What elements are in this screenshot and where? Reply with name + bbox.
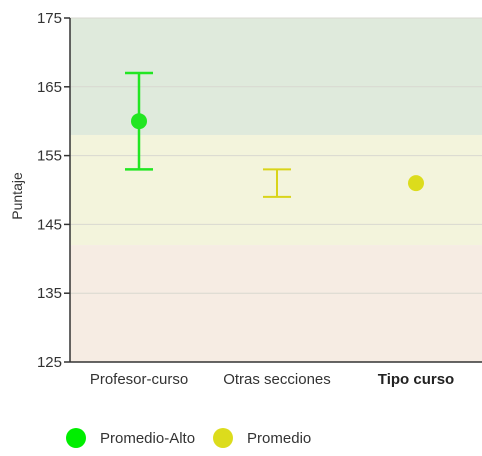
legend-label: Promedio <box>247 429 312 447</box>
y-tick-label: 135 <box>37 285 62 302</box>
y-axis-label: Puntaje <box>9 172 25 220</box>
x-tick-label-profesor-curso: Profesor-curso <box>90 371 188 388</box>
y-tick-label: 165 <box>37 79 62 96</box>
legend-dot-icon <box>213 428 234 448</box>
y-tick-label: 145 <box>37 216 62 233</box>
y-tick-label: 155 <box>37 148 62 165</box>
legend-item-promedio-alto[interactable]: Promedio-Alto <box>66 428 195 448</box>
legend-dot-icon <box>66 428 86 448</box>
data-point-2 <box>408 175 424 192</box>
band-2 <box>70 18 482 135</box>
x-axis-title: Tipo curso <box>378 371 454 388</box>
legend: Promedio-Alto Promedio <box>66 428 329 448</box>
legend-label: Promedio-Alto <box>100 429 196 447</box>
band-0 <box>70 245 482 362</box>
data-point-0 <box>131 113 147 130</box>
legend-item-promedio[interactable]: Promedio <box>213 428 311 448</box>
y-tick-label: 175 <box>37 10 62 27</box>
chart: 125 135 145 155 165 175 Puntaje Profesor-curs… <box>9 10 482 388</box>
x-tick-label-otras-secciones: Otras secciones <box>223 371 331 388</box>
y-tick-labels: 125 135 145 155 165 175 <box>37 10 62 371</box>
data-marks <box>125 71 424 198</box>
y-tick-label: 125 <box>37 354 62 371</box>
